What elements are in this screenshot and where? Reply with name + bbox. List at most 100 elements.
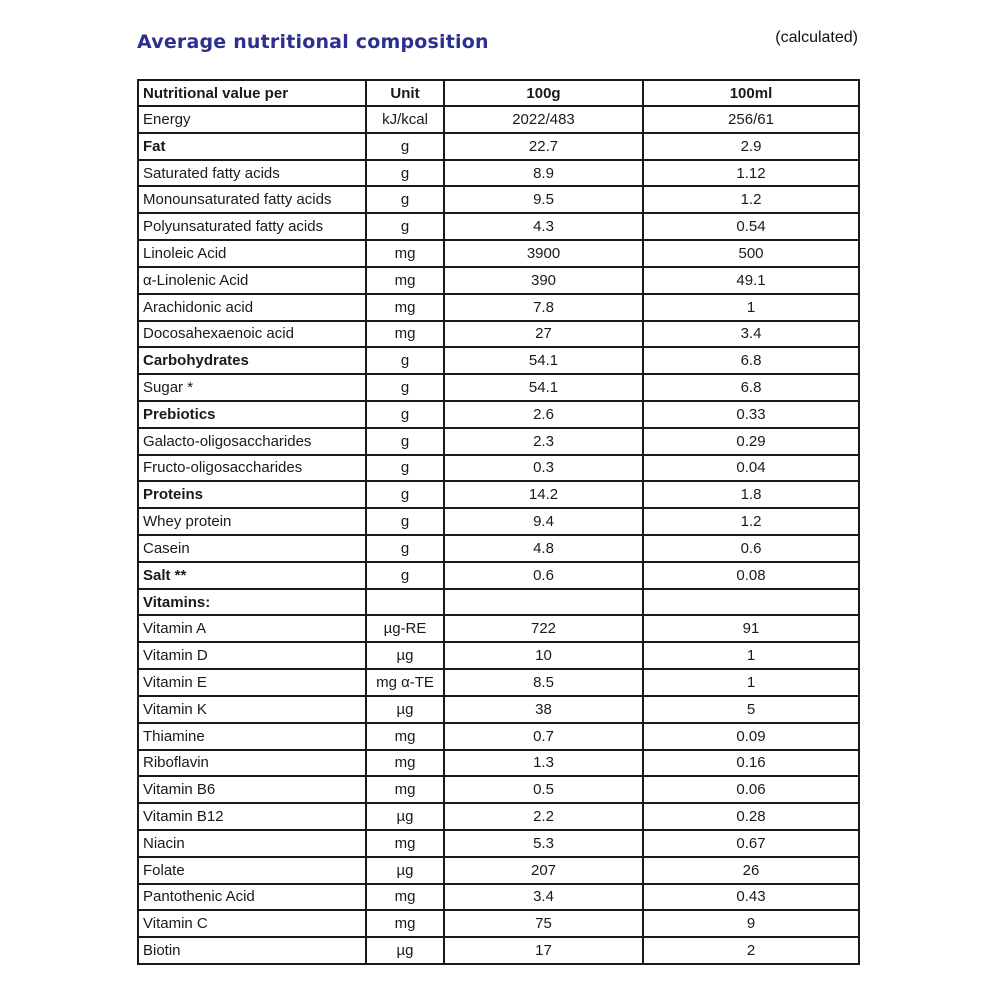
unit-cell: kJ/kcal	[365, 105, 445, 134]
nutrient-label-cell: Pantothenic Acid	[137, 882, 367, 912]
table-row: Vitamins:	[137, 587, 860, 617]
table-row: Salt ** g 0.6 0.08	[137, 560, 860, 590]
unit-cell: mg	[365, 775, 445, 805]
unit-cell: µg	[365, 936, 445, 965]
value-100ml-cell: 0.33	[642, 399, 860, 429]
unit-cell: µg	[365, 855, 445, 885]
table-row: Prebiotics g 2.6 0.33	[137, 399, 860, 429]
header-unit: Unit	[365, 79, 445, 107]
value-100ml-cell: 0.06	[642, 775, 860, 805]
nutrient-label-cell: Vitamin B12	[137, 802, 367, 831]
table-row: Sugar * g 54.1 6.8	[137, 373, 860, 402]
value-100g-cell: 8.9	[443, 158, 644, 188]
unit-cell: mg α-TE	[365, 668, 445, 697]
value-100ml-cell: 0.09	[642, 721, 860, 751]
nutrient-label-cell: Vitamins:	[137, 587, 367, 617]
table-row: Casein g 4.8 0.6	[137, 534, 860, 563]
table-row: Riboflavin mg 1.3 0.16	[137, 748, 860, 778]
unit-cell	[365, 587, 445, 617]
unit-cell: mg	[365, 265, 445, 295]
value-100ml-cell: 49.1	[642, 265, 860, 295]
nutrient-label-cell: Casein	[137, 534, 367, 563]
nutrient-label-cell: Sugar *	[137, 373, 367, 402]
value-100g-cell: 75	[443, 909, 644, 939]
nutrient-label-cell: Polyunsaturated fatty acids	[137, 212, 367, 242]
value-100ml-cell: 0.6	[642, 534, 860, 563]
unit-cell: mg	[365, 721, 445, 751]
value-100g-cell: 2.2	[443, 802, 644, 831]
unit-cell: g	[365, 346, 445, 376]
header-100g: 100g	[443, 79, 644, 107]
table-row: Pantothenic Acid mg 3.4 0.43	[137, 882, 860, 912]
value-100g-cell: 3900	[443, 239, 644, 268]
nutrient-label-cell: Vitamin D	[137, 641, 367, 671]
value-100g-cell: 9.4	[443, 507, 644, 536]
value-100g-cell: 9.5	[443, 185, 644, 215]
value-100g-cell	[443, 587, 644, 617]
unit-cell: g	[365, 399, 445, 429]
value-100ml-cell: 6.8	[642, 373, 860, 402]
table-row: Niacin mg 5.3 0.67	[137, 828, 860, 858]
unit-cell: µg	[365, 694, 445, 724]
value-100ml-cell: 91	[642, 614, 860, 644]
value-100ml-cell: 2.9	[642, 131, 860, 161]
value-100g-cell: 14.2	[443, 480, 644, 510]
value-100ml-cell: 256/61	[642, 105, 860, 134]
nutrient-label-cell: Arachidonic acid	[137, 292, 367, 322]
nutrition-table: Nutritional value per Unit 100g 100ml En…	[137, 79, 860, 965]
table-row: Linoleic Acid mg 3900 500	[137, 239, 860, 268]
nutrient-label-cell: Carbohydrates	[137, 346, 367, 376]
unit-cell: g	[365, 158, 445, 188]
nutrient-label-cell: Vitamin A	[137, 614, 367, 644]
value-100g-cell: 2.6	[443, 399, 644, 429]
value-100ml-cell: 500	[642, 239, 860, 268]
nutrient-label-cell: Fructo-oligosaccharides	[137, 453, 367, 483]
value-100g-cell: 17	[443, 936, 644, 965]
unit-cell: g	[365, 507, 445, 536]
nutrient-label-cell: Vitamin E	[137, 668, 367, 697]
value-100g-cell: 10	[443, 641, 644, 671]
value-100g-cell: 0.7	[443, 721, 644, 751]
value-100ml-cell: 0.54	[642, 212, 860, 242]
nutrient-label-cell: Salt **	[137, 560, 367, 590]
value-100g-cell: 4.3	[443, 212, 644, 242]
nutrient-label-cell: Proteins	[137, 480, 367, 510]
table-row: Fructo-oligosaccharides g 0.3 0.04	[137, 453, 860, 483]
table-row: Polyunsaturated fatty acids g 4.3 0.54	[137, 212, 860, 242]
table-row: Folate µg 207 26	[137, 855, 860, 885]
table-row: Vitamin B6 mg 0.5 0.06	[137, 775, 860, 805]
value-100ml-cell: 0.67	[642, 828, 860, 858]
nutrient-label-cell: Vitamin B6	[137, 775, 367, 805]
value-100ml-cell: 0.43	[642, 882, 860, 912]
unit-cell: mg	[365, 909, 445, 939]
header-nutritional-value-per: Nutritional value per	[137, 79, 367, 107]
unit-cell: mg	[365, 239, 445, 268]
nutrient-label-cell: Riboflavin	[137, 748, 367, 778]
unit-cell: µg	[365, 802, 445, 831]
nutrient-label-cell: Saturated fatty acids	[137, 158, 367, 188]
value-100g-cell: 7.8	[443, 292, 644, 322]
value-100g-cell: 8.5	[443, 668, 644, 697]
value-100ml-cell: 0.29	[642, 426, 860, 456]
value-100ml-cell: 3.4	[642, 319, 860, 349]
value-100ml-cell: 0.16	[642, 748, 860, 778]
value-100g-cell: 2022/483	[443, 105, 644, 134]
unit-cell: g	[365, 480, 445, 510]
value-100ml-cell: 1.8	[642, 480, 860, 510]
table-row: Biotin µg 17 2	[137, 936, 860, 965]
value-100ml-cell	[642, 587, 860, 617]
table-row: Whey protein g 9.4 1.2	[137, 507, 860, 536]
value-100g-cell: 2.3	[443, 426, 644, 456]
value-100ml-cell: 0.04	[642, 453, 860, 483]
value-100ml-cell: 1.2	[642, 507, 860, 536]
value-100g-cell: 0.3	[443, 453, 644, 483]
nutrient-label-cell: Whey protein	[137, 507, 367, 536]
value-100ml-cell: 1	[642, 292, 860, 322]
nutrient-label-cell: Docosahexaenoic acid	[137, 319, 367, 349]
page-title: Average nutritional composition	[137, 31, 489, 53]
value-100ml-cell: 5	[642, 694, 860, 724]
value-100ml-cell: 1	[642, 641, 860, 671]
